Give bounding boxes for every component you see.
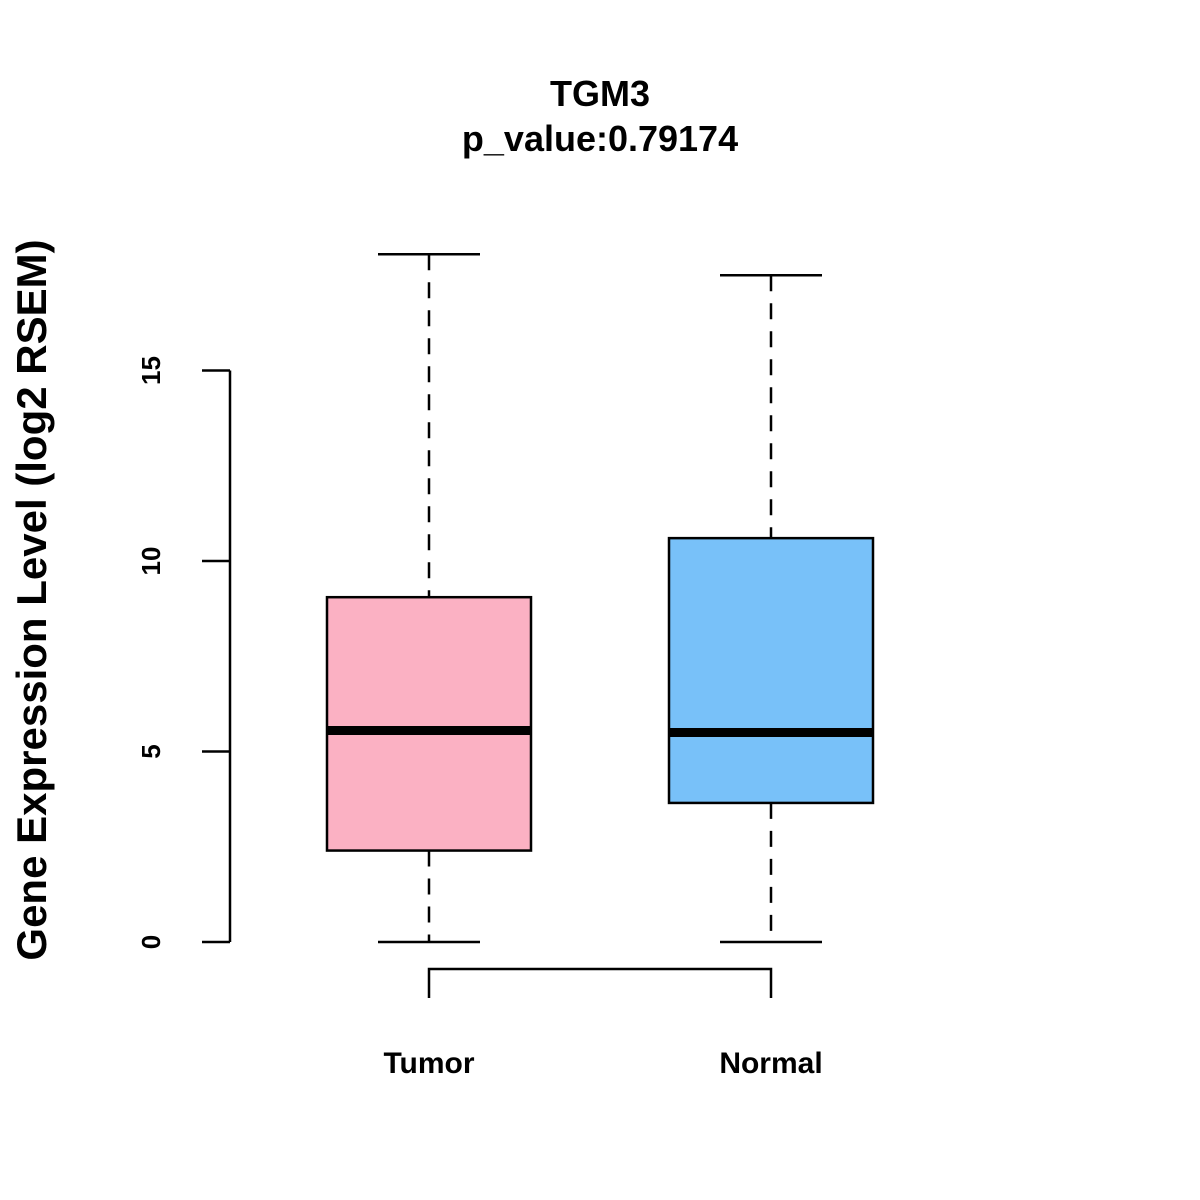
iqr-box bbox=[325, 595, 533, 852]
chart-subtitle: p_value:0.79174 bbox=[462, 118, 738, 159]
y-tick-label: 15 bbox=[136, 356, 166, 385]
y-axis: 0 5 10 15 bbox=[136, 356, 232, 949]
chart-title: TGM3 bbox=[550, 73, 650, 114]
y-tick-label: 10 bbox=[136, 547, 166, 576]
x-tick-label-normal: Normal bbox=[719, 1047, 822, 1080]
bracket-path bbox=[427, 967, 773, 998]
iqr-box bbox=[667, 536, 875, 805]
box-tumor bbox=[325, 253, 533, 944]
y-axis-label: Gene Expression Level (log2 RSEM) bbox=[8, 239, 55, 960]
y-tick-label: 0 bbox=[136, 935, 166, 949]
box-normal bbox=[667, 274, 875, 944]
comparison-bracket bbox=[427, 967, 773, 998]
y-tick-label: 5 bbox=[136, 744, 166, 758]
x-axis-ticks: Tumor Normal bbox=[383, 1047, 822, 1080]
x-tick-label-tumor: Tumor bbox=[383, 1047, 474, 1080]
boxes-group bbox=[325, 253, 875, 944]
